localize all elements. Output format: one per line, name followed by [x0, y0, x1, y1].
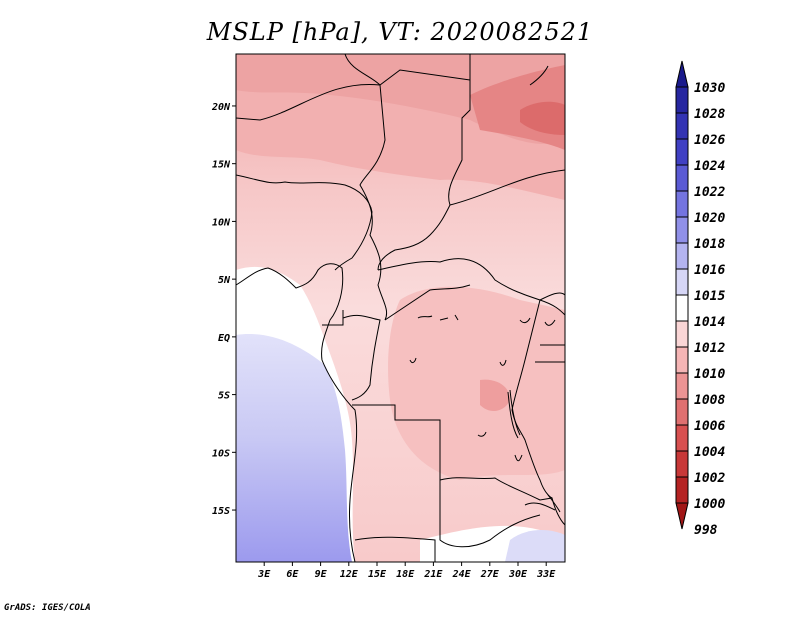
lat-label: 20N — [211, 102, 231, 113]
pressure-field — [236, 54, 565, 562]
border-sudan-west — [377, 54, 471, 271]
border-sahel-west — [236, 174, 373, 271]
colorbar-label: 1018 — [694, 237, 725, 252]
lon-label: 12E — [340, 569, 359, 580]
map-title: MSLP [hPa], VT: 2020082521 — [206, 18, 594, 46]
colorbar-label: 1026 — [694, 133, 725, 148]
colorbar-label: 1002 — [694, 471, 725, 486]
colorbar-label: 998 — [694, 523, 718, 538]
colorbar-swatch — [675, 398, 689, 426]
colorbar-label: 1006 — [694, 419, 725, 434]
colorbar-swatch — [675, 372, 689, 400]
border-congo-north — [384, 284, 471, 321]
colorbar-label: 1022 — [694, 185, 725, 200]
colorbar-label: 1010 — [694, 367, 725, 382]
lake-malawi-area — [524, 494, 561, 513]
border-drc-east — [511, 299, 553, 499]
colorbar-label: 1024 — [694, 159, 725, 174]
border-niger-north — [236, 83, 381, 121]
border-uganda — [535, 299, 565, 363]
colorbar-swatch — [675, 450, 689, 478]
map-frame — [235, 53, 566, 563]
lat-label: 15S — [212, 506, 230, 517]
west-coastline — [236, 263, 358, 562]
lon-label: 21E — [423, 569, 443, 580]
lat-label: 5S — [218, 391, 230, 402]
border-angola — [352, 404, 565, 526]
lon-label: 15E — [368, 569, 387, 580]
colorbar-cap-bottom — [675, 502, 689, 530]
colorbar-swatch — [675, 424, 689, 452]
pressure-south-blue — [505, 530, 565, 562]
colorbar-cap-top — [675, 60, 689, 88]
colorbar-label: 1028 — [694, 107, 725, 122]
lon-label: 24E — [452, 569, 472, 580]
border-sudan-south — [449, 169, 565, 206]
colorbar-swatch — [675, 138, 689, 166]
colorbar-label: 1030 — [694, 81, 725, 96]
low-congo — [388, 286, 565, 480]
border-libya — [379, 69, 471, 86]
nile-river — [529, 65, 549, 86]
colorbar-swatch — [675, 112, 689, 140]
lat-label: 10S — [212, 448, 230, 459]
colorbar-swatch — [675, 476, 689, 504]
lon-label: 30E — [508, 569, 528, 580]
atlantic-high — [236, 334, 352, 562]
footer-credit: GrADS: IGES/COLA — [4, 603, 91, 613]
colorbar-swatch — [675, 346, 689, 374]
lon-label: 18E — [396, 569, 415, 580]
colorbar-swatch — [675, 164, 689, 192]
lon-label: 6E — [286, 569, 299, 580]
colorbar-swatch — [675, 294, 689, 322]
colorbar-label: 1004 — [694, 445, 725, 460]
low-core — [520, 101, 565, 135]
lat-label: 10N — [212, 217, 231, 228]
colorbar-label: 1000 — [694, 497, 725, 512]
colorbar-swatch — [675, 320, 689, 348]
country-borders — [236, 54, 565, 562]
colorbar-swatch — [675, 268, 689, 296]
border-gabon-congo — [322, 310, 381, 401]
colorbar-swatch — [675, 242, 689, 270]
colorbar-swatch — [675, 86, 689, 114]
longitude-axis: 3E 6E 9E 12E 15E 18E 21E 24E 27E 30E 33E — [257, 562, 556, 580]
lat-label: 15N — [212, 160, 231, 171]
lake-tanganyika — [507, 389, 521, 439]
rivers-interior — [409, 357, 523, 462]
colorbar-swatch — [675, 216, 689, 244]
lat-label: EQ — [218, 333, 230, 344]
lon-label: 9E — [315, 569, 328, 580]
lon-label: 3E — [257, 569, 271, 580]
colorbar-label: 1020 — [694, 211, 725, 226]
colorbar: 1030 1028 1026 1024 1022 1020 1018 1016 1015 1014… — [675, 60, 725, 538]
border-chad-west — [344, 54, 388, 321]
colorbar-label: 1016 — [694, 263, 725, 278]
lon-label: 27E — [480, 569, 500, 580]
colorbar-label: 1012 — [694, 341, 725, 356]
colorbar-swatch — [675, 190, 689, 218]
border-zambia — [439, 480, 541, 548]
lon-label: 33E — [536, 569, 556, 580]
latitude-axis: 20N 15N 10N 5N EQ 5S 10S 15S — [211, 102, 236, 517]
colorbar-label: 1014 — [694, 315, 725, 330]
rivers-congo — [417, 314, 556, 326]
colorbar-label: 1015 — [694, 289, 725, 304]
border-namibia — [354, 536, 436, 562]
lat-label: 5N — [218, 275, 231, 286]
colorbar-label: 1008 — [694, 393, 725, 408]
low-lake — [480, 379, 510, 412]
border-car-south — [377, 258, 565, 301]
